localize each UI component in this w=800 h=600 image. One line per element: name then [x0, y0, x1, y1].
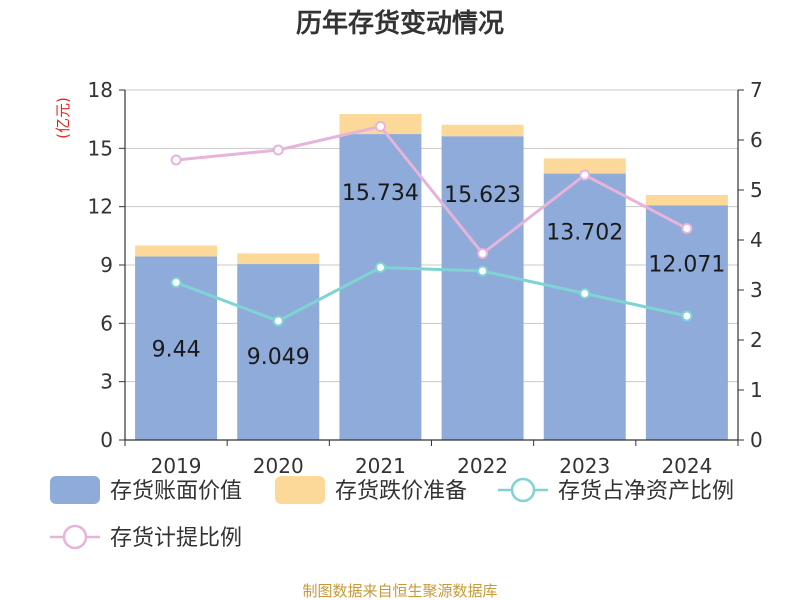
- line-point: [374, 121, 386, 132]
- legend-impairment-reserve-swatch: [275, 476, 325, 504]
- bar-impairment-reserve: [543, 158, 626, 174]
- grid-lines: [125, 89, 738, 383]
- left-tick-label: 12: [88, 195, 113, 219]
- bar-book-value: [441, 136, 524, 440]
- bar-impairment-reserve: [441, 124, 524, 137]
- bar-book-value: [645, 205, 728, 440]
- line-point: [579, 169, 591, 181]
- line-point: [272, 315, 284, 327]
- data-labels: 9.44 9.049 15.734 15.623 13.702 12.071: [152, 181, 726, 370]
- right-tick-label: 7: [750, 78, 763, 102]
- right-tick-label: 4: [750, 228, 763, 252]
- bar-value-label: 15.734: [342, 181, 419, 206]
- right-tick-label: 5: [750, 178, 763, 202]
- legend-provision-ratio-text: 存货计提比例: [110, 526, 242, 551]
- left-tick-label: 15: [88, 136, 113, 160]
- left-tick-label: 3: [100, 370, 113, 394]
- right-tick-label: 2: [750, 328, 763, 352]
- line-net-asset-ratio: [175, 265, 688, 323]
- legend-book-value-swatch: [50, 476, 100, 504]
- line-point: [272, 144, 284, 156]
- left-axis-unit: (亿元): [54, 97, 72, 139]
- left-tick-label: 9: [100, 253, 113, 277]
- right-tick-label: 3: [750, 278, 763, 302]
- source-note: 制图数据来自恒生聚源数据库: [302, 582, 497, 600]
- line-point: [477, 248, 489, 259]
- x-tick-label: 2023: [559, 454, 610, 478]
- bar-value-label: 9.44: [152, 337, 201, 362]
- left-tick-label: 0: [100, 428, 113, 452]
- line-point: [374, 262, 386, 273]
- right-tick-label: 1: [750, 378, 763, 402]
- line-point: [170, 277, 182, 288]
- right-tick-label: 6: [750, 128, 763, 152]
- legend-provision-ratio-marker: [62, 524, 88, 550]
- legend-net-asset-ratio-text: 存货占净资产比例: [558, 479, 734, 504]
- x-tick-label: 2024: [661, 454, 712, 478]
- bar-value-label: 15.623: [444, 183, 521, 208]
- bar-impairment-reserve: [135, 245, 218, 257]
- bar-impairment-reserve: [645, 194, 728, 206]
- right-tick-label: 0: [750, 428, 763, 452]
- chart-title: 历年存货变动情况: [296, 8, 504, 39]
- bar-book-value: [543, 173, 626, 441]
- line-point: [681, 310, 693, 322]
- x-tick-label: 2020: [253, 454, 304, 478]
- bar-value-label: 12.071: [648, 252, 725, 277]
- line-point: [477, 265, 489, 277]
- left-tick-label: 18: [88, 78, 113, 102]
- legend-book-value-text: 存货账面价值: [110, 479, 242, 504]
- lines: [170, 121, 693, 327]
- bars: [135, 114, 728, 441]
- line-point: [681, 223, 693, 234]
- x-tick-label: 2021: [355, 454, 406, 478]
- left-tick-label: 6: [100, 311, 113, 335]
- x-tick-label: 2022: [457, 454, 508, 478]
- bar-value-label: 9.049: [247, 345, 310, 370]
- bar-value-label: 13.702: [546, 221, 623, 246]
- bar-book-value: [339, 134, 422, 441]
- bar-impairment-reserve: [237, 253, 320, 265]
- legend-net-asset-ratio-marker: [510, 477, 536, 503]
- legend-impairment-reserve-text: 存货跌价准备: [335, 479, 467, 504]
- line-point: [170, 154, 182, 166]
- line-point: [579, 288, 591, 299]
- bar-book-value: [237, 264, 320, 440]
- line-provision-ratio: [175, 124, 688, 256]
- x-tick-label: 2019: [151, 454, 202, 478]
